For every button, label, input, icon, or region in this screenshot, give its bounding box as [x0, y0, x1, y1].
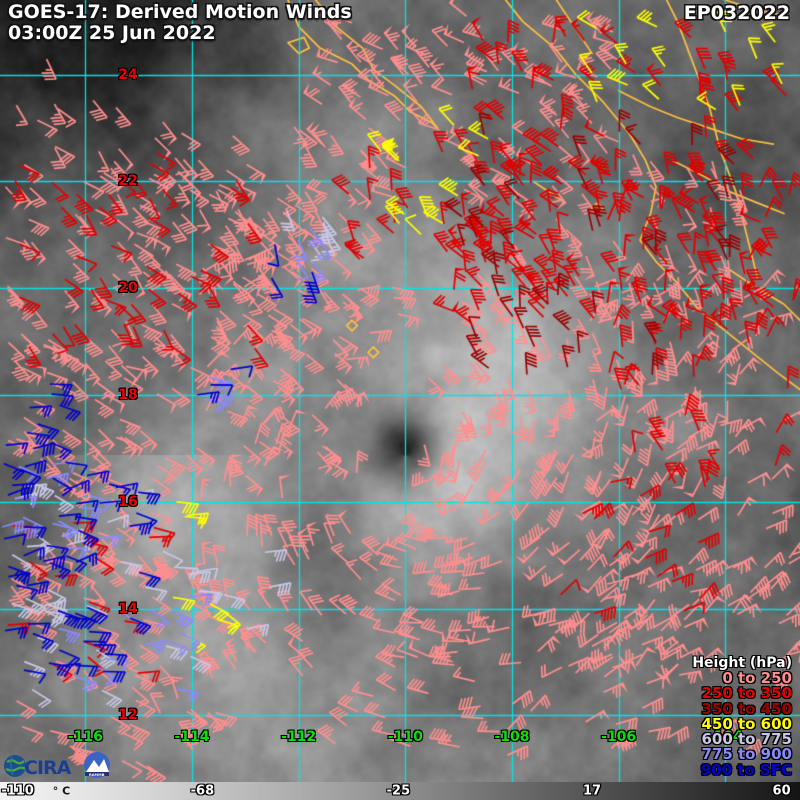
colorbar-tick--110: -110 — [1, 783, 34, 799]
colorbar-tick--25: -25 — [386, 783, 411, 799]
colorbar-tick--68: -68 — [190, 783, 215, 799]
globe-icon — [4, 755, 26, 777]
svg-text:CIRA: CIRA — [24, 757, 72, 779]
colorbar-unit: ° C — [52, 784, 71, 798]
logo-block: CIRA RAMMB — [2, 748, 132, 780]
cira-rammb-logos: CIRA RAMMB — [4, 752, 110, 779]
colorbar-tick-60: 60 — [772, 783, 791, 799]
svg-text:RAMMB: RAMMB — [89, 773, 105, 777]
colorbar-tick-17: 17 — [582, 783, 602, 799]
wind-barb-and-grid-overlay — [0, 0, 800, 782]
brightness-temperature-colorbar: ° C -110 -68 -25 17 60 — [0, 782, 800, 800]
satellite-image-panel — [0, 0, 800, 782]
